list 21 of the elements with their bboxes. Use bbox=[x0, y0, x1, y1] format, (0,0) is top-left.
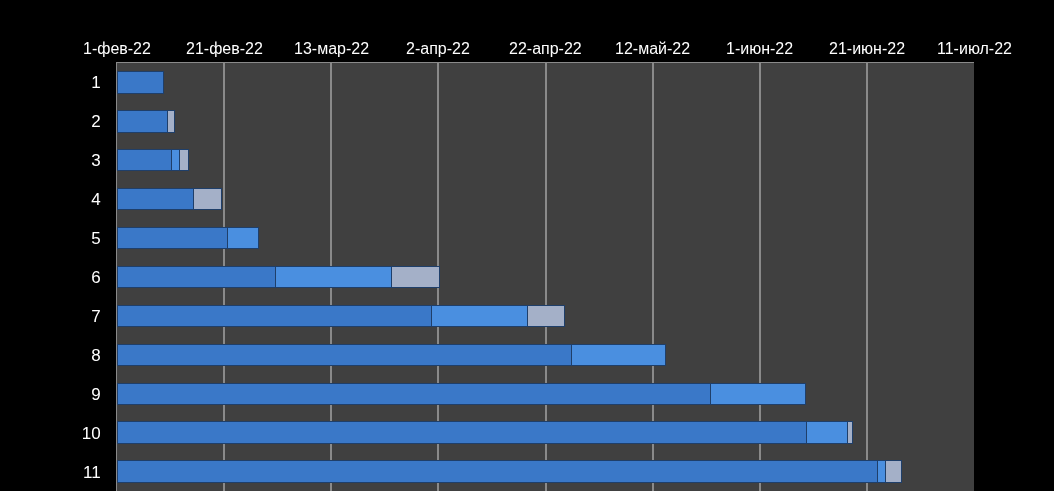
y-tick-label: 2 bbox=[91, 112, 101, 132]
y-tick-label: 7 bbox=[91, 306, 101, 326]
text: 1-июн-22 bbox=[726, 40, 794, 57]
y-tick-label: 9 bbox=[91, 384, 101, 404]
y-tick-label: 4 bbox=[91, 190, 101, 210]
y-tick-label: 5 bbox=[91, 229, 101, 249]
text: 21-фев-22 bbox=[186, 40, 263, 57]
text: 21-июн-22 bbox=[829, 40, 906, 57]
text: 11-июл-22 bbox=[937, 40, 1013, 57]
y-tick-label: 11 bbox=[82, 462, 101, 482]
text: 2-апр-22 bbox=[406, 40, 470, 57]
text: 12-май-22 bbox=[615, 40, 691, 57]
text: 1-фев-22 bbox=[83, 40, 152, 57]
bar bbox=[117, 71, 164, 94]
y-tick-label: 10 bbox=[81, 423, 101, 443]
y-tick-label: 6 bbox=[91, 267, 101, 287]
text: 22-апр-22 bbox=[509, 40, 582, 57]
y-tick-label: 8 bbox=[91, 345, 101, 365]
y-tick-label: 3 bbox=[91, 151, 101, 171]
y-tick-label: 1 bbox=[91, 73, 101, 93]
text: 13-мар-22 bbox=[294, 40, 370, 57]
